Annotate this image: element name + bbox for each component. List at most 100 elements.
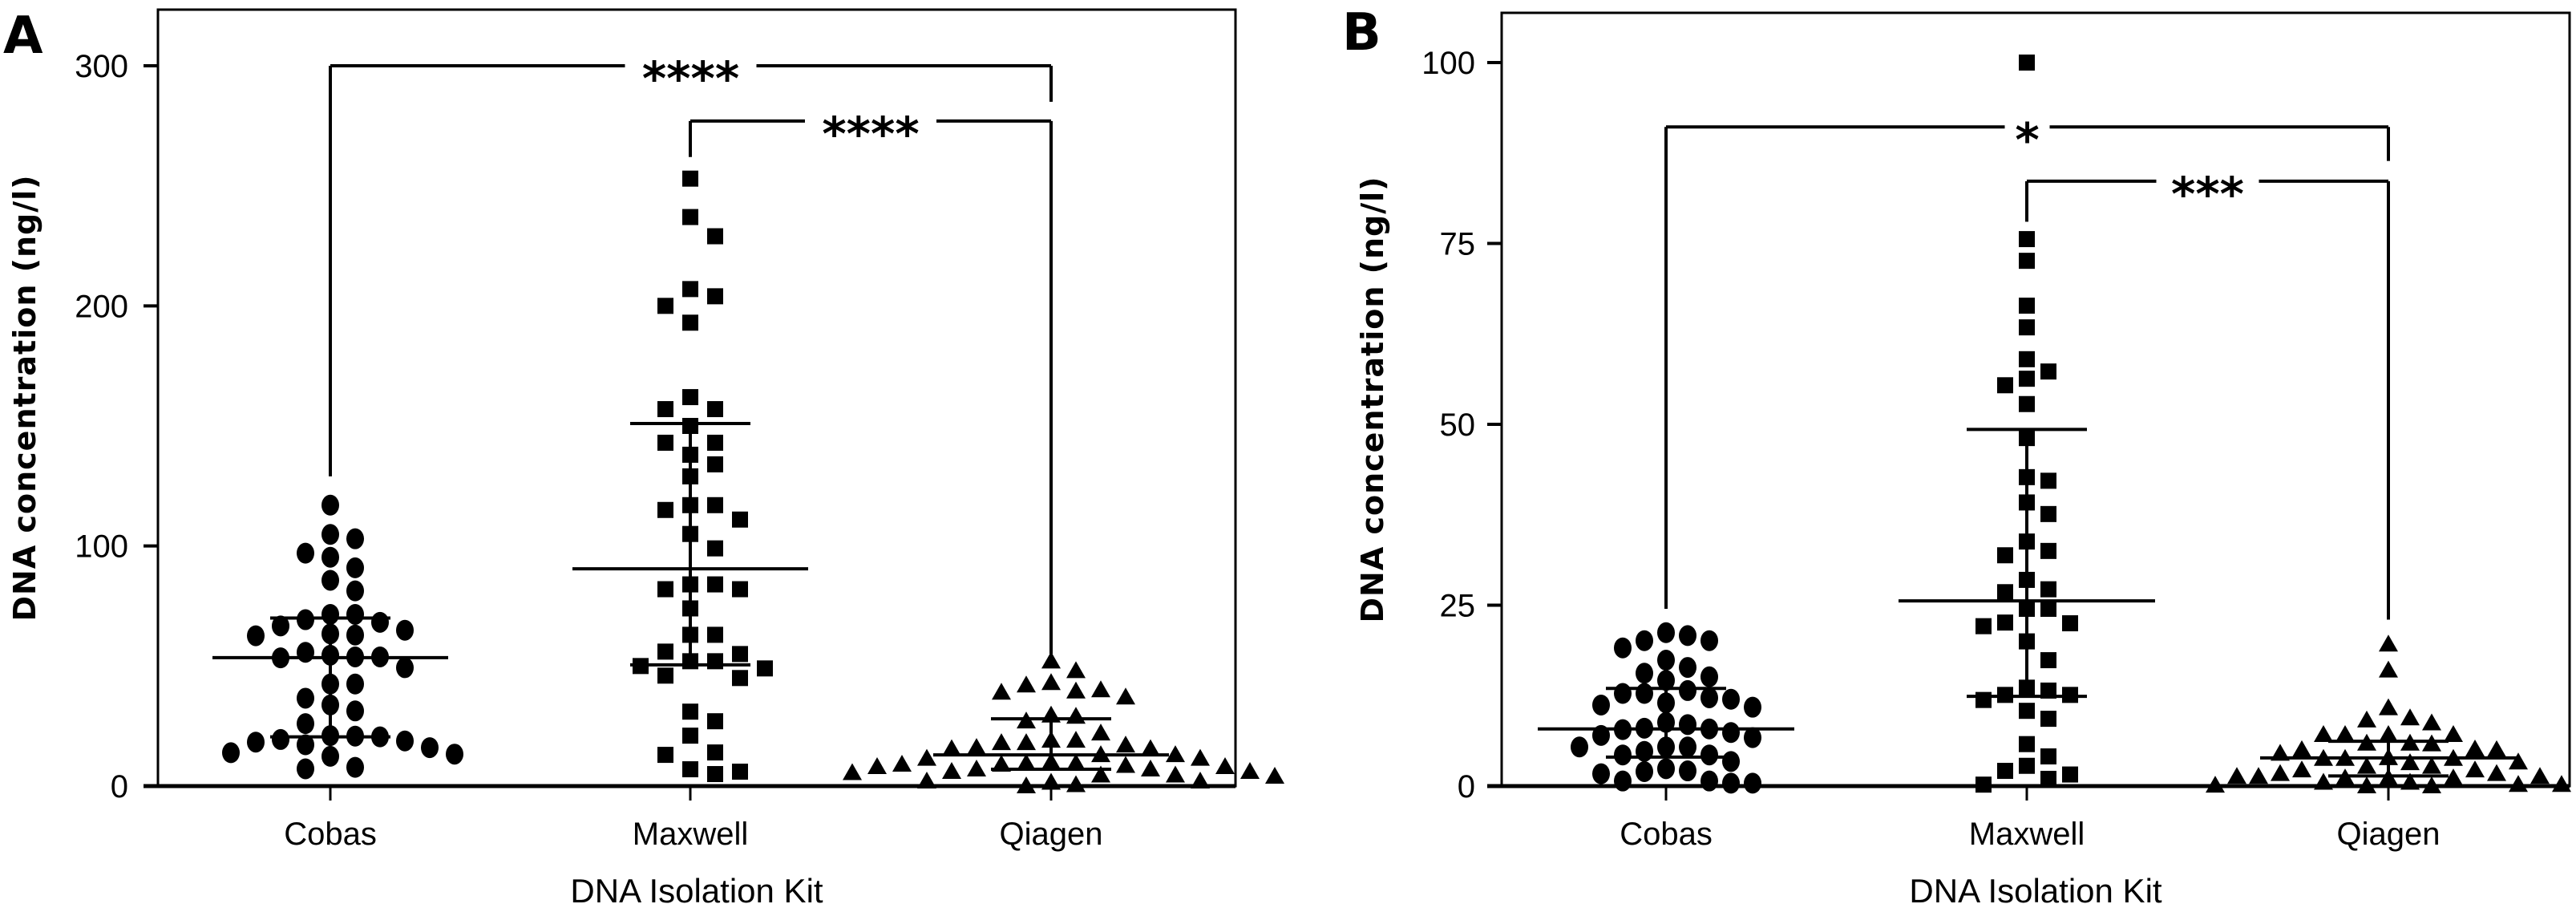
panel-a-data-point-square [657,747,673,764]
panel-a-data-point-circle [297,642,314,663]
panel-b-data-point-triangle [2335,724,2355,742]
panel-b-data-point-square [2062,766,2078,783]
panel-a-y-tick-label: 0 [111,769,128,805]
panel-b-data-point-square [2019,703,2035,720]
panel-a-data-point-triangle [1017,776,1036,793]
panel-b-data-point-triangle [2314,724,2333,742]
panel-b-significance-bracket: *** [2025,167,2390,620]
panel-b: B 0 25 50 75 100 DNA concentration (ng/l) Coba… [1342,3,2571,908]
panel-b-data-point-square [2019,319,2035,336]
panel-b-data-point-triangle [2379,660,2398,678]
panel-a-data-point-circle [321,546,339,568]
panel-a-y-tick-label: 300 [75,49,128,84]
panel-b-data-point-square [1997,547,2013,564]
panel-b-data-point-triangle [2249,767,2268,784]
panel-a: A 0 100 200 300 DNA concentration (ng/l) Coba… [3,6,1284,908]
panel-a-data-point-square [707,744,723,761]
panel-b-data-point-triangle [2271,764,2290,781]
panel-b-data-point-circle [1571,736,1588,758]
panel-b-data-point-triangle [2227,767,2246,784]
panel-b-data-point-triangle [2400,772,2420,790]
panel-a-series-cobas [212,494,463,780]
panel-a-significance-bracket: **** [329,51,1053,476]
panel-a-data-point-square [657,643,673,660]
panel-a-data-point-square [732,764,748,780]
panel-b-data-point-circle [1614,744,1632,766]
panel-a-data-point-triangle [1066,731,1086,748]
panel-a-data-point-triangle [1166,745,1185,763]
panel-a-data-point-square [682,389,698,406]
panel-a-data-point-circle [346,580,364,602]
panel-a-data-point-circle [321,745,339,767]
panel-a-data-point-circle [247,732,265,753]
panel-b-y-tick-label: 75 [1440,227,1476,262]
panel-a-significance-bracket: **** [689,107,1053,655]
panel-b-data-point-triangle [2487,764,2506,781]
panel-b-data-point-circle [1700,744,1718,766]
panel-b-data-point-square [1997,763,2013,780]
panel-b-significance-label: * [2015,112,2039,167]
panel-b-data-point-square [1997,377,2013,394]
panel-a-data-point-square [732,511,748,528]
panel-a-data-point-triangle [1066,661,1086,679]
panel-b-data-point-square [1975,691,1992,708]
panel-a-data-point-circle [346,603,364,625]
panel-b-data-point-circle [1679,760,1696,782]
panel-b-data-point-circle [1636,683,1653,704]
panel-a-data-point-triangle [867,757,887,775]
panel-a-data-point-circle [346,700,364,722]
panel-b-data-point-circle [1679,657,1696,679]
panel-b-data-point-triangle [2206,776,2225,793]
panel-b-x-tick-label-qiagen: Qiagen [2337,817,2441,852]
panel-b-data-point-circle [1722,722,1740,744]
panel-a-data-point-triangle [942,739,961,756]
panel-a-data-point-square [707,713,723,730]
panel-a-data-point-square [732,670,748,687]
panel-a-data-point-circle [272,615,289,637]
panel-b-data-point-circle [1657,670,1675,691]
panel-b-data-point-square [2019,371,2035,387]
panel-b-data-point-square [2019,298,2035,314]
panel-b-data-point-square [2040,363,2056,380]
panel-a-data-point-triangle [1066,753,1086,771]
panel-b-x-tick-label-maxwell: Maxwell [1969,817,2085,852]
panel-a-data-point-triangle [1017,753,1036,771]
panel-a-data-point-circle [321,603,339,625]
panel-b-data-point-triangle [2465,760,2485,778]
panel-b-data-point-square [2019,231,2035,248]
panel-a-data-point-triangle [992,683,1011,700]
panel-b-data-point-square [1997,614,2013,631]
panel-a-data-point-triangle [1091,724,1110,741]
panel-a-data-point-circle [321,494,339,516]
panel-a-data-point-square [707,401,723,418]
panel-b-data-point-square [2040,682,2056,699]
panel-a-data-point-square [682,281,698,298]
panel-b-data-point-triangle [2444,724,2463,742]
panel-a-data-point-circle [297,734,314,756]
panel-b-data-point-circle [1679,625,1696,647]
panel-a-data-point-triangle [1265,767,1284,784]
panel-b-data-point-circle [1592,763,1610,784]
panel-a-data-point-circle [396,619,414,641]
panel-a-data-point-triangle [1166,765,1185,783]
panel-a-data-point-square [707,497,723,513]
panel-b-data-point-circle [1744,772,1761,794]
panel-b-data-point-triangle [2292,760,2311,778]
panel-a-data-point-square [707,288,723,305]
panel-a-data-point-triangle [1116,687,1135,705]
panel-a-data-point-circle [421,737,439,759]
panel-b-data-point-triangle [2400,753,2420,771]
panel-a-data-point-triangle [1091,680,1110,698]
panel-b-data-point-triangle [2357,776,2376,793]
panel-a-significance-label: **** [822,107,919,161]
panel-a-data-point-triangle [1116,736,1135,753]
panel-a-data-point-triangle [1066,775,1086,792]
panel-b-series-cobas [1538,622,1794,794]
panel-a-data-point-triangle [1041,673,1061,691]
panel-a-data-point-triangle [1191,748,1210,766]
panel-a-data-point-square [707,576,723,593]
panel-b-data-point-square [2040,601,2056,618]
panel-a-y-axis-title: DNA concentration (ng/l) [7,174,42,621]
panel-b-data-point-square [2019,253,2035,270]
